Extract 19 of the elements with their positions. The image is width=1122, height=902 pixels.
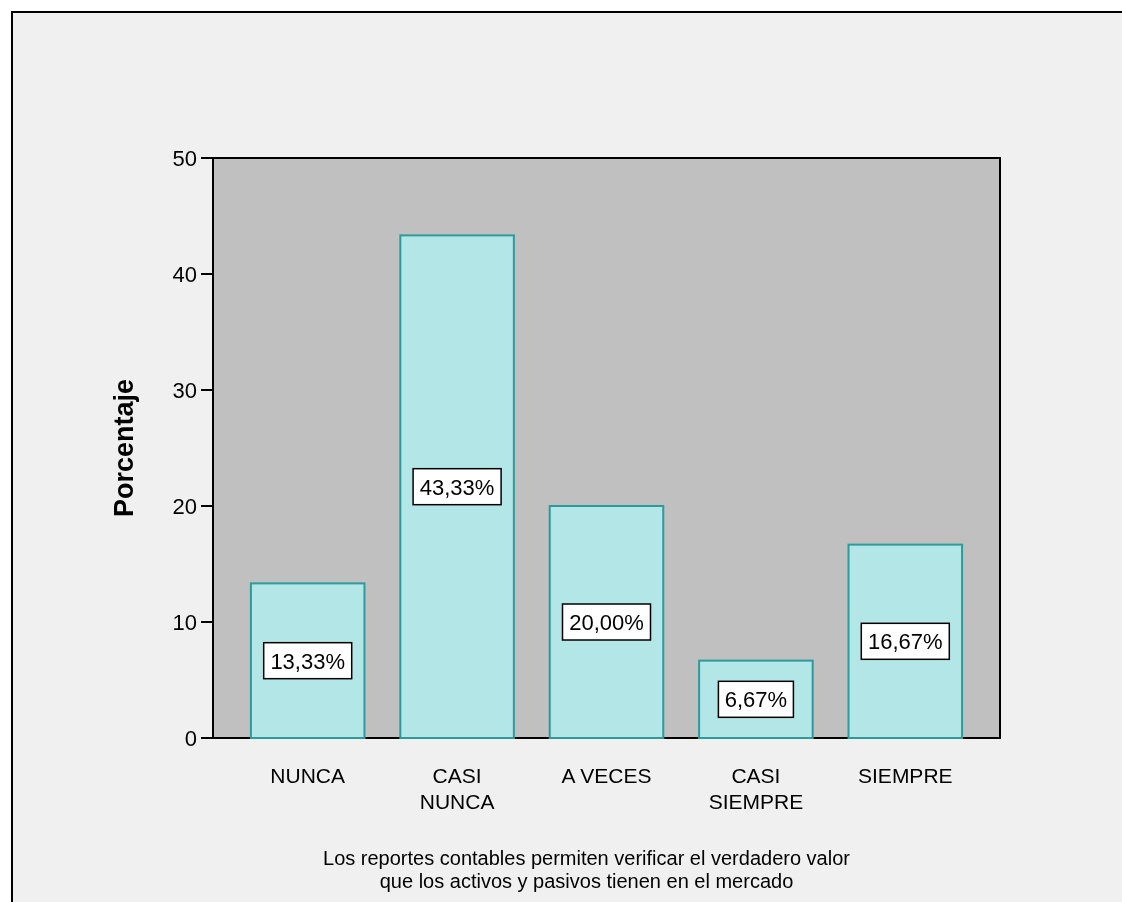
x-tick-label: NUNCA [270,764,346,787]
data-label: 6,67% [724,687,788,713]
x-tick-label: SIEMPRE [858,764,953,787]
x-tick-label: CASI SIEMPRE [708,764,804,813]
data-label: 20,00% [569,610,644,635]
data-label: 16,67% [867,629,943,655]
x-tick-label: CASI NUNCA [419,764,495,813]
y-tick-label: 0 [184,726,197,751]
x-tick-label: A VECES [561,764,652,787]
y-axis-title: Porcentaje [109,378,139,518]
y-tick-label: 50 [172,146,197,171]
y-tick-label: 10 [172,610,197,635]
y-tick-label: 30 [172,378,197,403]
y-tick-label: 20 [172,494,197,519]
x-axis-title: Los reportes contables permiten verificar el verdadero valor que los activos y pasivos tienen en el mercado [323,847,851,892]
bar [399,234,515,739]
y-tick-label: 40 [172,262,197,287]
data-label: 13,33% [270,648,346,674]
data-label: 43,33% [419,474,495,500]
